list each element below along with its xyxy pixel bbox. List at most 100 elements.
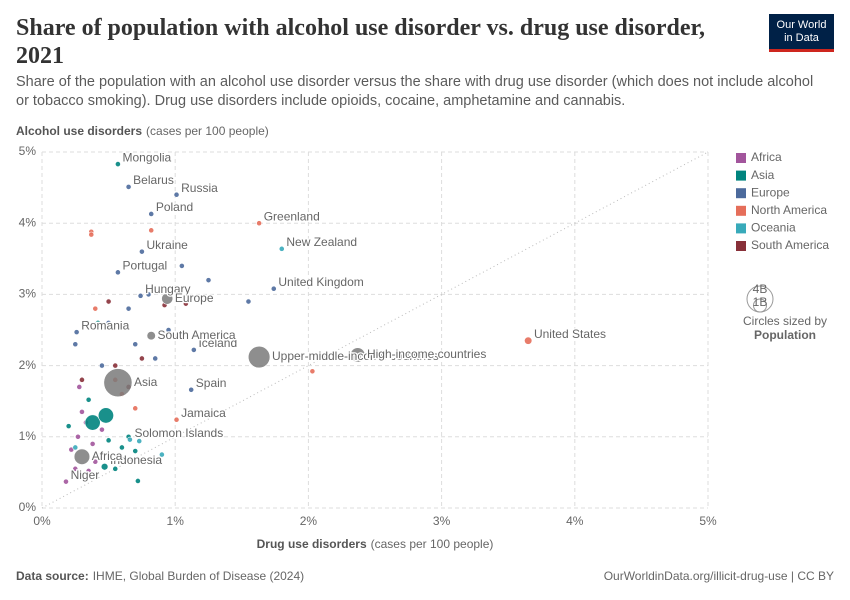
- logo[interactable]: Our World in Data: [769, 14, 834, 52]
- size-legend-variable: Population: [754, 328, 816, 342]
- data-point: [65, 423, 72, 430]
- point-label: Mongolia: [123, 150, 172, 164]
- x-tick-label: 2%: [300, 514, 318, 528]
- point-label: Indonesia: [110, 453, 162, 467]
- legend-swatch: [736, 223, 746, 234]
- data-point: [72, 465, 79, 472]
- footer-source: Data source: IHME, Global Burden of Disea…: [16, 569, 304, 583]
- data-point: [88, 231, 95, 238]
- data-point: [75, 433, 81, 440]
- x-tick-label: 5%: [699, 514, 717, 528]
- legend-swatch: [736, 170, 746, 181]
- point-label: Asia: [134, 375, 158, 389]
- point-label: Hungary: [145, 282, 190, 296]
- data-point: [115, 161, 121, 168]
- point-label: Portugal: [123, 258, 168, 272]
- size-legend-circle: [753, 298, 767, 313]
- point-label: Poland: [156, 200, 193, 214]
- data-point: [89, 441, 96, 447]
- data-point: [103, 368, 133, 398]
- x-tick-label: 1%: [167, 514, 185, 528]
- point-label: Belarus: [133, 173, 174, 187]
- size-legend-label: 1B: [753, 295, 768, 309]
- data-point: [84, 414, 101, 431]
- point-label: Iceland: [198, 336, 237, 350]
- legend-label: Europe: [751, 185, 790, 199]
- data-point: [92, 458, 99, 465]
- data-point: [97, 407, 114, 424]
- x-tick-label: 0%: [33, 514, 51, 528]
- data-point: [350, 347, 366, 363]
- data-point: [524, 336, 533, 345]
- y-axis-title: Alcohol use disorders: [16, 124, 142, 138]
- data-point: [190, 347, 197, 353]
- legend-label: Africa: [751, 150, 782, 164]
- x-tick-label: 4%: [566, 514, 584, 528]
- data-point: [125, 183, 132, 190]
- data-point: [247, 345, 271, 369]
- data-point: [73, 448, 91, 465]
- data-point: [72, 341, 79, 348]
- data-point: [112, 362, 119, 369]
- y-tick-label: 1%: [19, 429, 37, 443]
- data-point: [76, 384, 83, 390]
- size-legend-label: 4B: [753, 282, 768, 296]
- point-label: Russia: [181, 181, 218, 195]
- point-label: United Kingdom: [278, 275, 363, 289]
- data-point: [85, 396, 92, 403]
- legend-swatch: [736, 205, 746, 216]
- data-point: [132, 341, 139, 348]
- data-point: [72, 444, 79, 451]
- data-point: [173, 416, 180, 423]
- data-point: [125, 305, 132, 312]
- x-axis-unit: (cases per 100 people): [371, 537, 494, 551]
- size-legend-title: Circles sized by: [743, 314, 827, 328]
- point-label: Spain: [196, 376, 227, 390]
- title: Share of population with alcohol use dis…: [16, 15, 706, 69]
- data-point: [115, 269, 121, 276]
- y-axis-label: Alcohol use disorders (cases per 100 peop…: [16, 124, 269, 138]
- y-tick-label: 2%: [19, 358, 37, 372]
- data-point: [127, 436, 133, 443]
- point-label: Niger: [71, 468, 100, 482]
- data-point: [205, 277, 212, 284]
- data-point: [278, 245, 285, 252]
- point-label: New Zealand: [286, 235, 357, 249]
- point-label: Solomon Islands: [135, 426, 224, 440]
- logo-text: Our World: [776, 19, 827, 31]
- data-point: [161, 292, 174, 305]
- point-label: Romania: [81, 318, 129, 332]
- x-axis-title: Drug use disorders: [257, 537, 367, 551]
- data-point: [105, 298, 112, 305]
- data-point: [105, 437, 112, 444]
- legend-label: Oceania: [751, 221, 796, 235]
- data-point: [99, 426, 105, 433]
- legend-swatch: [736, 188, 746, 199]
- y-axis-unit: (cases per 100 people): [146, 124, 269, 138]
- footer-url[interactable]: OurWorldinData.org/illicit-drug-use | CC…: [604, 569, 834, 583]
- legend-swatch: [736, 241, 746, 251]
- data-point: [152, 355, 159, 362]
- data-point: [270, 285, 277, 292]
- point-label: Jamaica: [181, 406, 226, 420]
- y-tick-label: 0%: [19, 500, 37, 514]
- legend-label: North America: [751, 203, 827, 217]
- legend-label: Asia: [751, 168, 775, 182]
- data-point: [100, 462, 109, 471]
- point-label: Greenland: [264, 209, 320, 223]
- data-point: [136, 438, 143, 444]
- point-label: Ukraine: [147, 238, 189, 252]
- data-point: [79, 376, 85, 383]
- data-point: [95, 319, 101, 326]
- y-tick-label: 4%: [19, 215, 37, 229]
- data-point: [79, 408, 85, 415]
- data-point: [73, 329, 80, 336]
- data-point: [112, 465, 119, 472]
- data-point: [256, 220, 263, 227]
- legend-label: South America: [751, 238, 829, 252]
- data-point: [182, 300, 189, 307]
- source: IHME, Global Burden of Disease (2024): [93, 569, 304, 583]
- data-point: [188, 386, 195, 393]
- data-point: [245, 298, 252, 305]
- logo-text: in Data: [784, 32, 819, 44]
